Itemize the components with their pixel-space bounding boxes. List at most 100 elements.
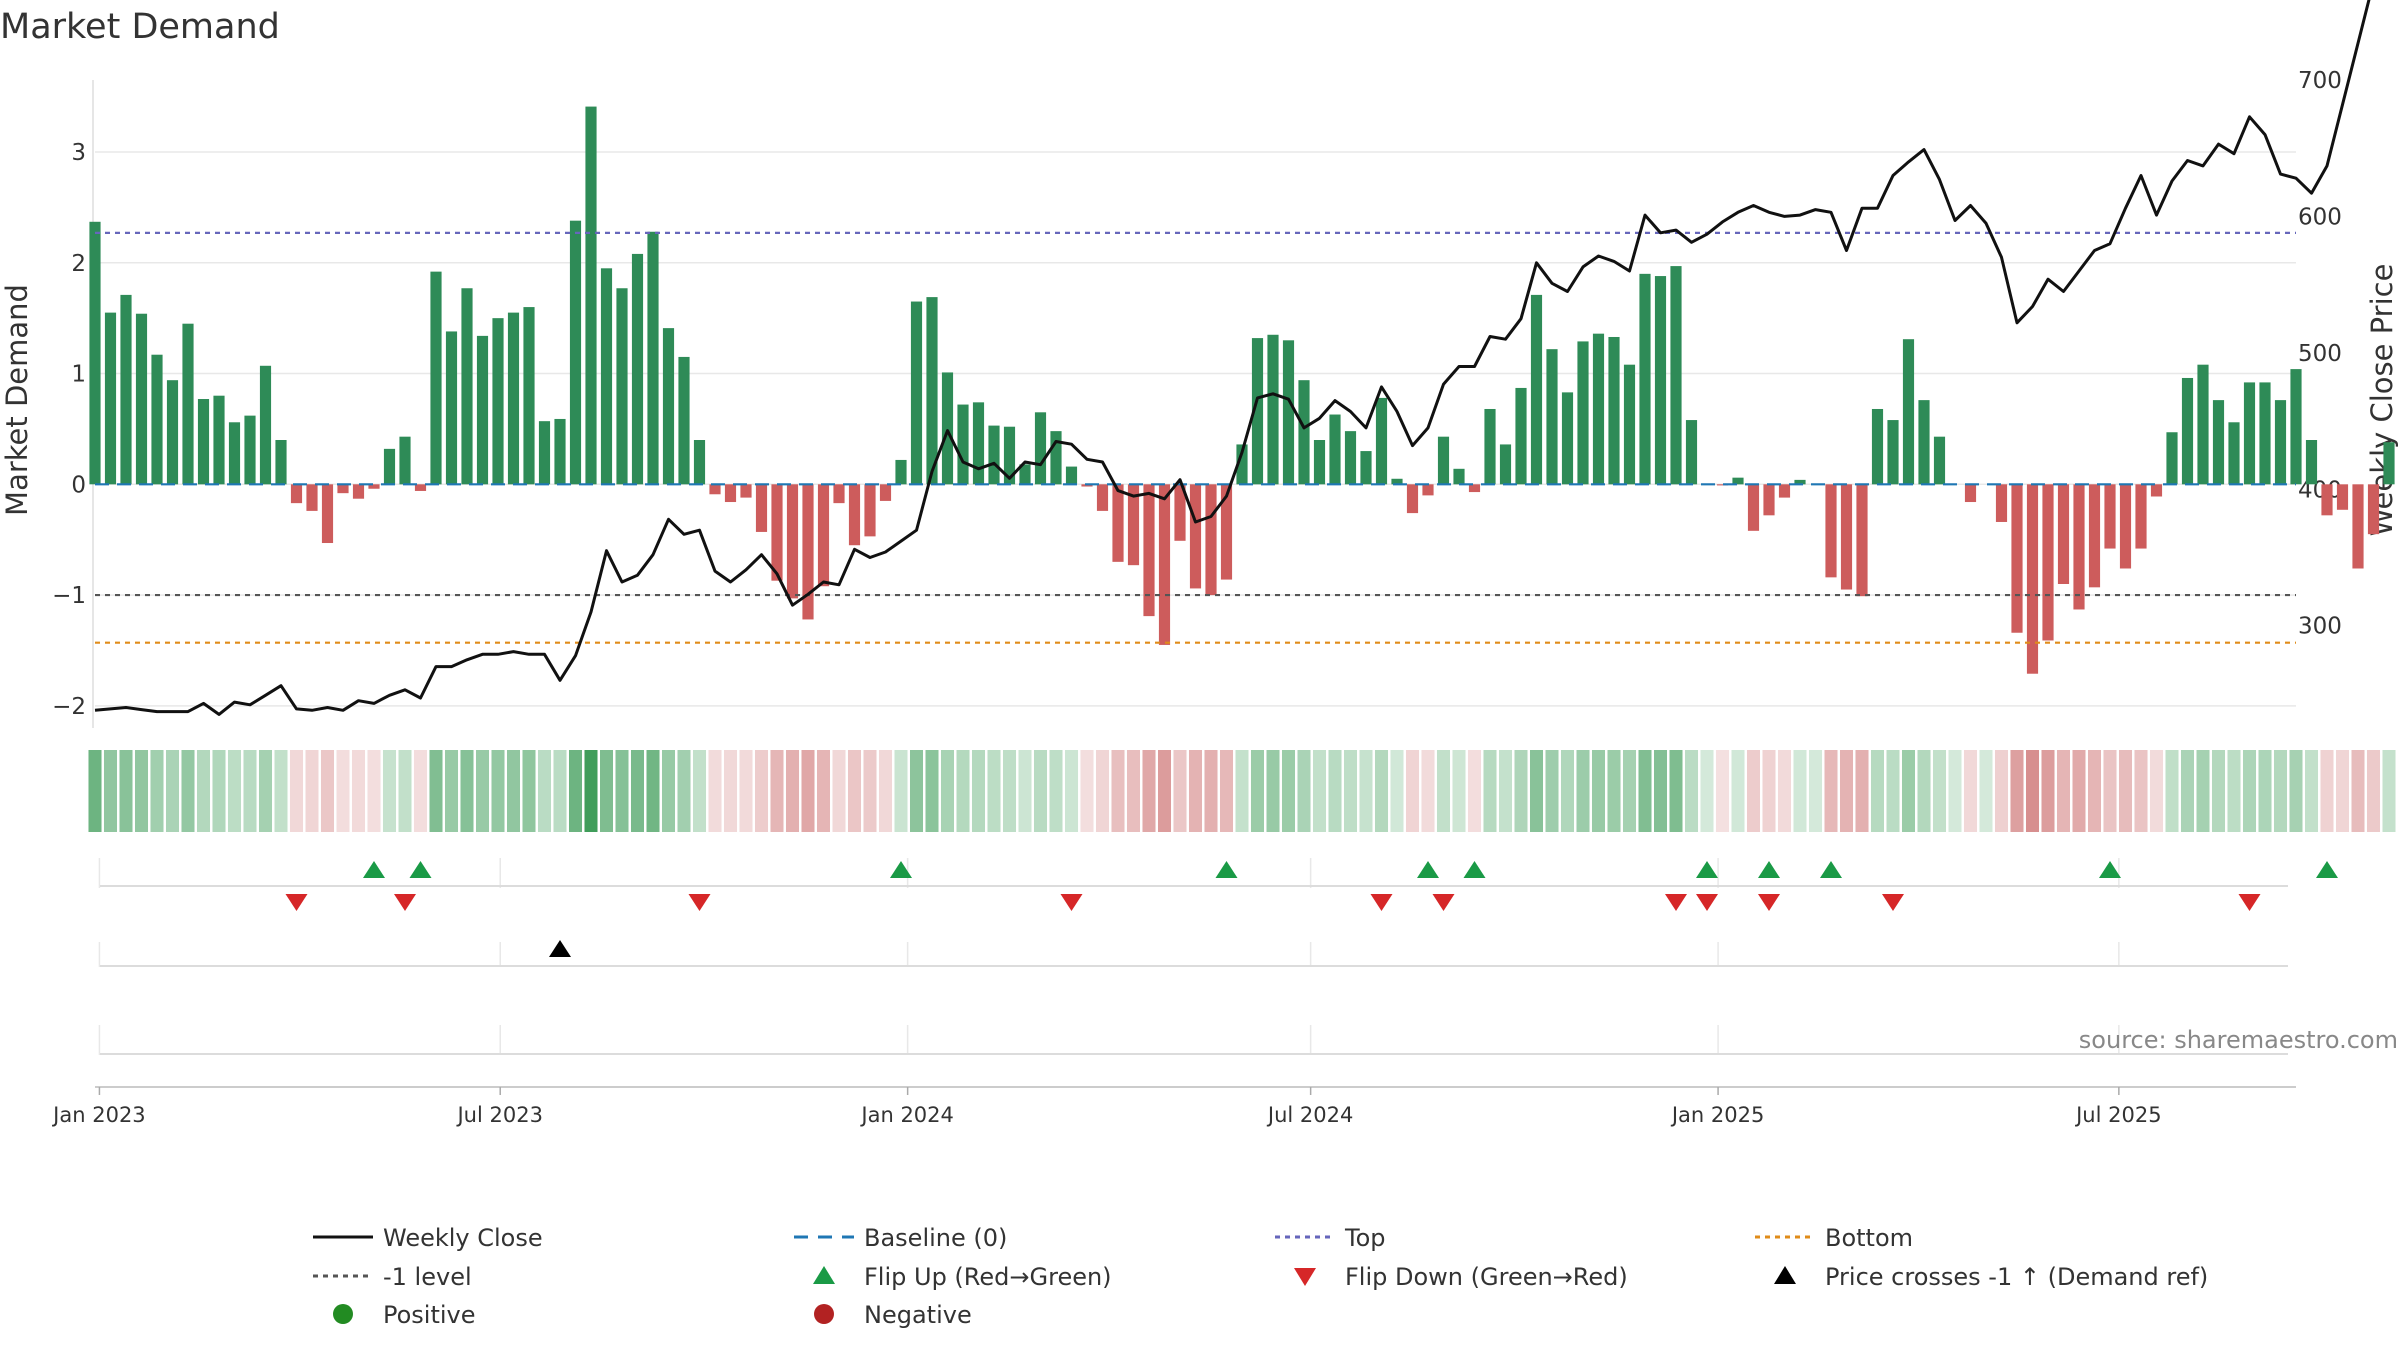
legend: Weekly Close Baseline (0) Top Bottom -1 leve… [313,1224,2208,1329]
demand-bar [1174,484,1186,541]
heat-cell [956,750,970,832]
heat-cell [739,750,753,832]
heat-cell [971,750,986,832]
legend-label: Baseline (0) [864,1224,1007,1252]
x-tick-label: Jul 2025 [2074,1103,2161,1127]
heat-cell [1235,750,1249,832]
heat-cell [2165,750,2179,832]
heat-cell [2180,750,2195,832]
chart-title: Market Demand [0,7,280,47]
demand-bar [1267,334,1279,485]
heat-cell [1901,750,1916,832]
heat-cell [816,750,831,832]
demand-bar [616,288,628,485]
flip-down-marker [1882,894,1904,911]
heat-cell [413,750,428,832]
legend-label: Flip Up (Red→Green) [864,1263,1112,1291]
heat-cell [1746,750,1761,832]
reference-lines [95,231,2296,644]
legend-swatch [813,1266,835,1284]
demand-bar [1995,484,2008,522]
demand-bar [445,331,458,485]
demand-bar [1887,420,1899,485]
axes: −2 −1 0 1 2 3 300 400 500 600 700 [52,68,2342,728]
heat-cell [1002,750,1017,832]
heat-cell [1793,750,1807,832]
flip-up-marker [890,861,912,878]
heat-cell [863,750,877,832]
heat-cell [491,750,505,832]
demand-bar [275,440,287,485]
price-cross-marker [549,940,571,957]
heat-cell [630,750,645,832]
heat-cell [2025,750,2040,832]
heat-cell [196,750,211,832]
heat-cell [537,750,552,832]
demand-bar [1468,484,1481,493]
heat-cell [150,750,164,832]
demand-bar [2367,484,2380,535]
heat-cell [1762,750,1776,832]
heat-cell [382,750,397,832]
demand-bar [941,372,954,485]
demand-bar [1670,266,1682,485]
demand-bar [1763,484,1775,516]
flip-down-marker [285,894,308,911]
heat-cell [940,750,955,832]
demand-bar [2150,484,2163,497]
heat-cell [1018,750,1032,832]
demand-bar [135,313,148,485]
demand-bar [1716,484,1729,486]
heat-cell [398,750,412,832]
demand-bar [337,484,349,494]
demand-bar [1484,408,1496,485]
heat-cell [925,750,939,832]
demand-bar [2259,382,2271,485]
demand-bar [1096,484,1109,511]
heat-cell [1374,750,1389,832]
heat-cell [522,750,536,832]
demand-bar [321,484,334,544]
heat-cell [2351,750,2365,832]
heat-cell [2041,750,2055,832]
y-tick-label: 2 [71,251,86,277]
heat-cell [1297,750,1311,832]
heat-cell [1669,750,1683,832]
heat-cell [708,750,722,832]
source-note: source: sharemaestro.com [2079,1026,2398,1054]
heat-cell [1638,750,1652,832]
demand-bar [864,484,876,537]
demand-bar [709,484,721,495]
legend-item-baseline: Baseline (0) [794,1224,1007,1252]
heat-cell [1560,750,1575,832]
y2-tick-label: 700 [2298,68,2342,94]
demand-bar [2026,484,2039,674]
heat-cell [212,750,226,832]
demand-bar [476,335,489,485]
x-axis-ticks: Jan 2023 Jul 2023 Jan 2024 Jul 2024 Jan 2025… [51,1087,2162,1127]
demand-bar [2290,369,2302,485]
demand-bar [244,415,256,485]
y-tick-label: −1 [52,583,86,609]
weekly-close-series [94,0,2371,716]
demand-bar [430,271,442,485]
flip-down-marker [2238,894,2261,911]
demand-bar [151,354,163,485]
heat-cell [2258,750,2272,832]
heat-cell [599,750,614,832]
demand-bar [1623,364,1636,485]
heat-cell [444,750,459,832]
heat-cell [847,750,862,832]
x-tick-label: Jan 2023 [51,1103,146,1127]
legend-item-flip-up: Flip Up (Red→Green) [813,1263,1112,1291]
heat-cell [1064,750,1079,832]
demand-bar [492,318,504,485]
legend-label: Bottom [1825,1224,1913,1252]
legend-label: Positive [383,1301,476,1329]
demand-bar [1871,408,1884,485]
heat-cell [1204,750,1218,832]
heat-cell [878,750,893,832]
heat-cell [258,750,273,832]
demand-bar [1220,484,1233,580]
heat-cell [1405,750,1420,832]
